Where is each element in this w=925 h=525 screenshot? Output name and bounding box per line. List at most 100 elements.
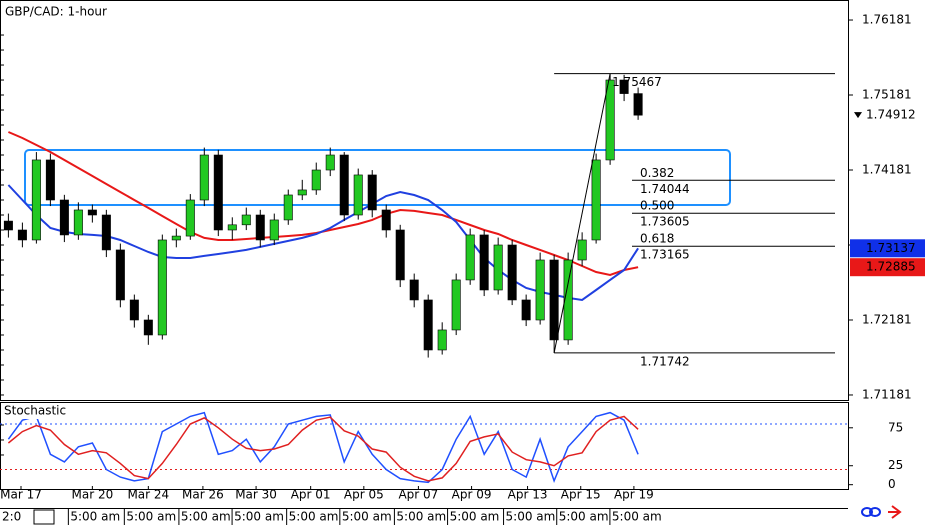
x-tick-label: Apr 15 [561,488,601,502]
stochastic-panel [0,402,849,490]
candle-body [227,224,237,231]
candle-body [73,209,83,236]
link-icon[interactable] [869,507,881,517]
candle-body [493,244,503,291]
time-label: 5:00 am [126,510,176,524]
y-tick-label: 1.74181 [862,163,912,177]
fib-price: 1.73165 [640,248,690,262]
candle-body [395,229,405,281]
moving-average [7,184,639,302]
candle-body [619,79,629,94]
candle-body [353,174,363,216]
candle-body [339,154,349,216]
time-label: 5:00 am [396,510,446,524]
chart-title: GBP/CAD: 1-hour [5,5,107,19]
price-tag-label: 1.73137 [866,241,916,255]
time-label: 5:00 am [70,510,120,524]
time-label: 5:00 am [234,510,284,524]
candle-body [325,154,335,171]
arrow-icon[interactable] [888,505,902,519]
candle-body [115,249,125,301]
candle-body [269,219,279,241]
candle-body [255,214,265,241]
y-tick-label: 25 [888,458,903,472]
time-cursor [33,509,55,525]
swing-line [553,73,611,354]
x-tick-label: Mar 17 [0,488,42,502]
zone-box [24,148,731,206]
candle-body [59,199,69,236]
candle-body [451,279,461,331]
time-label: 5:00 am [342,510,392,524]
stochastic-line [7,415,639,482]
price-tag [850,239,925,258]
y-tick-label: 1.76181 [862,13,912,27]
candle-body [213,154,223,231]
candle-body [199,154,209,201]
time-label: 5:00 am [559,510,609,524]
fib-price: 1.73605 [640,215,690,229]
candle-body [311,169,321,191]
time-label: 2:0 [2,510,21,524]
price-tag-arrow [854,112,862,119]
candle-body [171,235,181,241]
x-tick-label: Apr 19 [614,488,654,502]
x-tick-label: Mar 30 [235,488,277,502]
candle-body [521,299,531,321]
candle-body [507,244,517,301]
y-tick-label: 1.72181 [862,312,912,326]
x-tick-label: Apr 07 [398,488,438,502]
candle-body [17,229,27,241]
x-tick-label: Mar 26 [182,488,224,502]
candle-body [31,159,41,241]
candle-body [549,259,559,341]
candle-body [381,209,391,231]
swing-low-label: 1.71742 [640,354,690,368]
candle-body [241,214,251,226]
candle-body [605,79,615,161]
x-tick-label: Mar 24 [127,488,169,502]
candle-body [129,299,139,321]
candle-body [563,259,573,341]
y-tick-label: 75 [888,420,903,434]
time-label: 5:00 am [289,510,339,524]
x-tick-label: Apr 05 [344,488,384,502]
candle-body [87,209,97,216]
x-tick-label: Apr 01 [291,488,331,502]
candle-body [143,319,153,336]
time-label: 5:00 am [612,510,662,524]
time-label: 5:00 am [506,510,556,524]
x-tick-label: Apr 09 [452,488,492,502]
price-tag [850,106,925,125]
candle-body [633,93,643,116]
y-tick-label: 0 [888,477,896,491]
time-label: 5:00 am [181,510,231,524]
stochastic-line [7,411,639,484]
price-tag-label: 1.74912 [866,108,916,122]
candle-body [591,159,601,241]
x-tick-label: Apr 13 [508,488,548,502]
title-bg [1,1,117,21]
panel-title: Stochastic [4,404,66,418]
swing-high-label: 1.75467 [612,75,662,89]
x-tick-label: Mar 20 [71,488,113,502]
bottom-icons[interactable] [861,505,902,519]
candle-body [283,194,293,221]
candle-body [423,299,433,351]
fib-price: 1.74044 [640,182,690,196]
price-tag [850,258,925,277]
price-tag-label: 1.72885 [866,260,916,274]
fib-ratio: 0.500 [640,199,674,213]
time-label: 5:00 am [450,510,500,524]
candle-body [535,259,545,321]
candle-body [437,329,447,351]
candle-body [297,189,307,196]
fib-ratio: 0.382 [640,166,674,180]
y-tick-label: 1.71181 [862,387,912,401]
candle-body [465,234,475,281]
link-icon[interactable] [861,507,873,517]
candle-body [101,214,111,251]
candle-body [577,239,587,261]
